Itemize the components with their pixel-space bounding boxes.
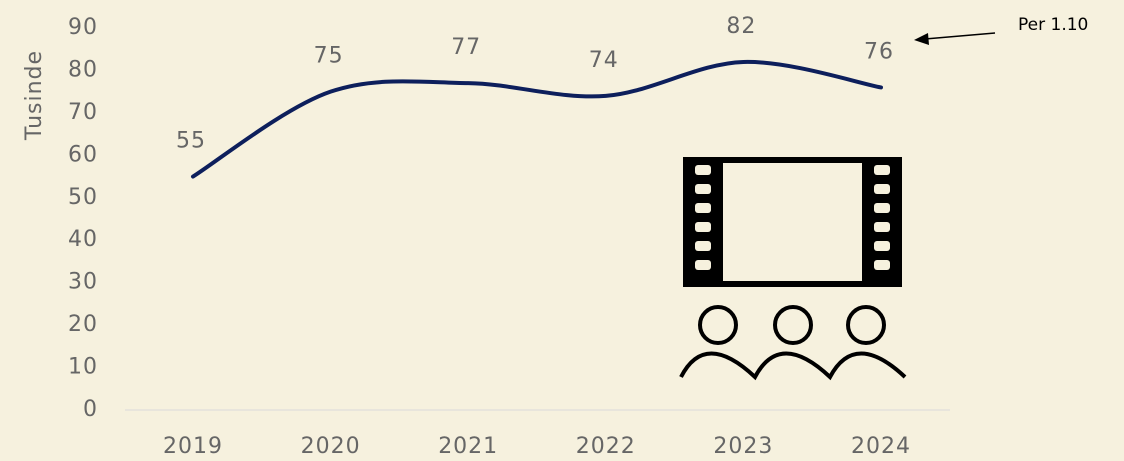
film-holes — [695, 165, 890, 270]
annotation: Per 1.10 — [1018, 15, 1088, 35]
y-axis-label: Tusinde — [22, 50, 47, 141]
y-tick-label: 30 — [68, 270, 98, 295]
y-tick-label: 0 — [83, 397, 98, 422]
y-tick-label: 50 — [68, 185, 98, 210]
data-label: 77 — [451, 35, 481, 60]
annotation-arrow — [924, 32, 996, 40]
y-tick-label: 20 — [68, 312, 98, 337]
x-tick-label: 2023 — [713, 434, 773, 459]
y-tick-label: 40 — [68, 227, 98, 252]
y-tick-label: 70 — [68, 100, 98, 125]
data-label: 55 — [176, 129, 206, 154]
y-tick-label: 80 — [68, 57, 98, 82]
x-tick-label: 2019 — [163, 434, 223, 459]
film-screen — [723, 163, 862, 281]
data-label: 75 — [314, 44, 344, 69]
line — [191, 59, 883, 179]
data-label: 76 — [864, 39, 894, 64]
x-tick-label: 2021 — [438, 434, 498, 459]
x-tick-label: 2024 — [851, 434, 911, 459]
audience — [679, 305, 907, 381]
y-tick-label: 90 — [68, 15, 98, 40]
y-tick-label: 60 — [68, 142, 98, 167]
x-tick-label: 2022 — [576, 434, 636, 459]
x-tick-label: 2020 — [301, 434, 361, 459]
data-label: 82 — [726, 14, 756, 39]
data-label: 74 — [589, 48, 619, 73]
arrow-head — [914, 33, 929, 45]
cinema-icon — [679, 157, 907, 381]
y-tick-label: 10 — [68, 355, 98, 380]
